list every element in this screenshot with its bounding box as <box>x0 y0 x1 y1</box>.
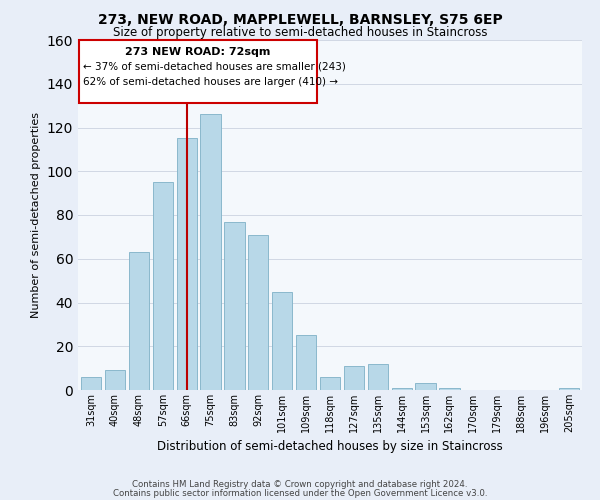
Text: ← 37% of semi-detached houses are smaller (243): ← 37% of semi-detached houses are smalle… <box>83 62 346 72</box>
Bar <box>224 222 245 390</box>
X-axis label: Distribution of semi-detached houses by size in Staincross: Distribution of semi-detached houses by … <box>157 440 503 454</box>
Bar <box>152 182 173 390</box>
Bar <box>559 388 579 390</box>
Bar <box>344 366 364 390</box>
Bar <box>81 377 101 390</box>
Bar <box>272 292 292 390</box>
Text: Contains public sector information licensed under the Open Government Licence v3: Contains public sector information licen… <box>113 488 487 498</box>
Y-axis label: Number of semi-detached properties: Number of semi-detached properties <box>31 112 41 318</box>
Text: 273, NEW ROAD, MAPPLEWELL, BARNSLEY, S75 6EP: 273, NEW ROAD, MAPPLEWELL, BARNSLEY, S75… <box>98 12 502 26</box>
FancyBboxPatch shape <box>79 40 317 104</box>
Bar <box>439 388 460 390</box>
Bar <box>248 234 268 390</box>
Bar <box>129 252 149 390</box>
Bar <box>392 388 412 390</box>
Bar <box>415 384 436 390</box>
Bar <box>200 114 221 390</box>
Text: Size of property relative to semi-detached houses in Staincross: Size of property relative to semi-detach… <box>113 26 487 39</box>
Bar <box>296 336 316 390</box>
Bar <box>176 138 197 390</box>
Text: 62% of semi-detached houses are larger (410) →: 62% of semi-detached houses are larger (… <box>83 77 338 87</box>
Bar <box>368 364 388 390</box>
Bar <box>320 377 340 390</box>
Bar <box>105 370 125 390</box>
Text: 273 NEW ROAD: 72sqm: 273 NEW ROAD: 72sqm <box>125 46 271 56</box>
Text: Contains HM Land Registry data © Crown copyright and database right 2024.: Contains HM Land Registry data © Crown c… <box>132 480 468 489</box>
